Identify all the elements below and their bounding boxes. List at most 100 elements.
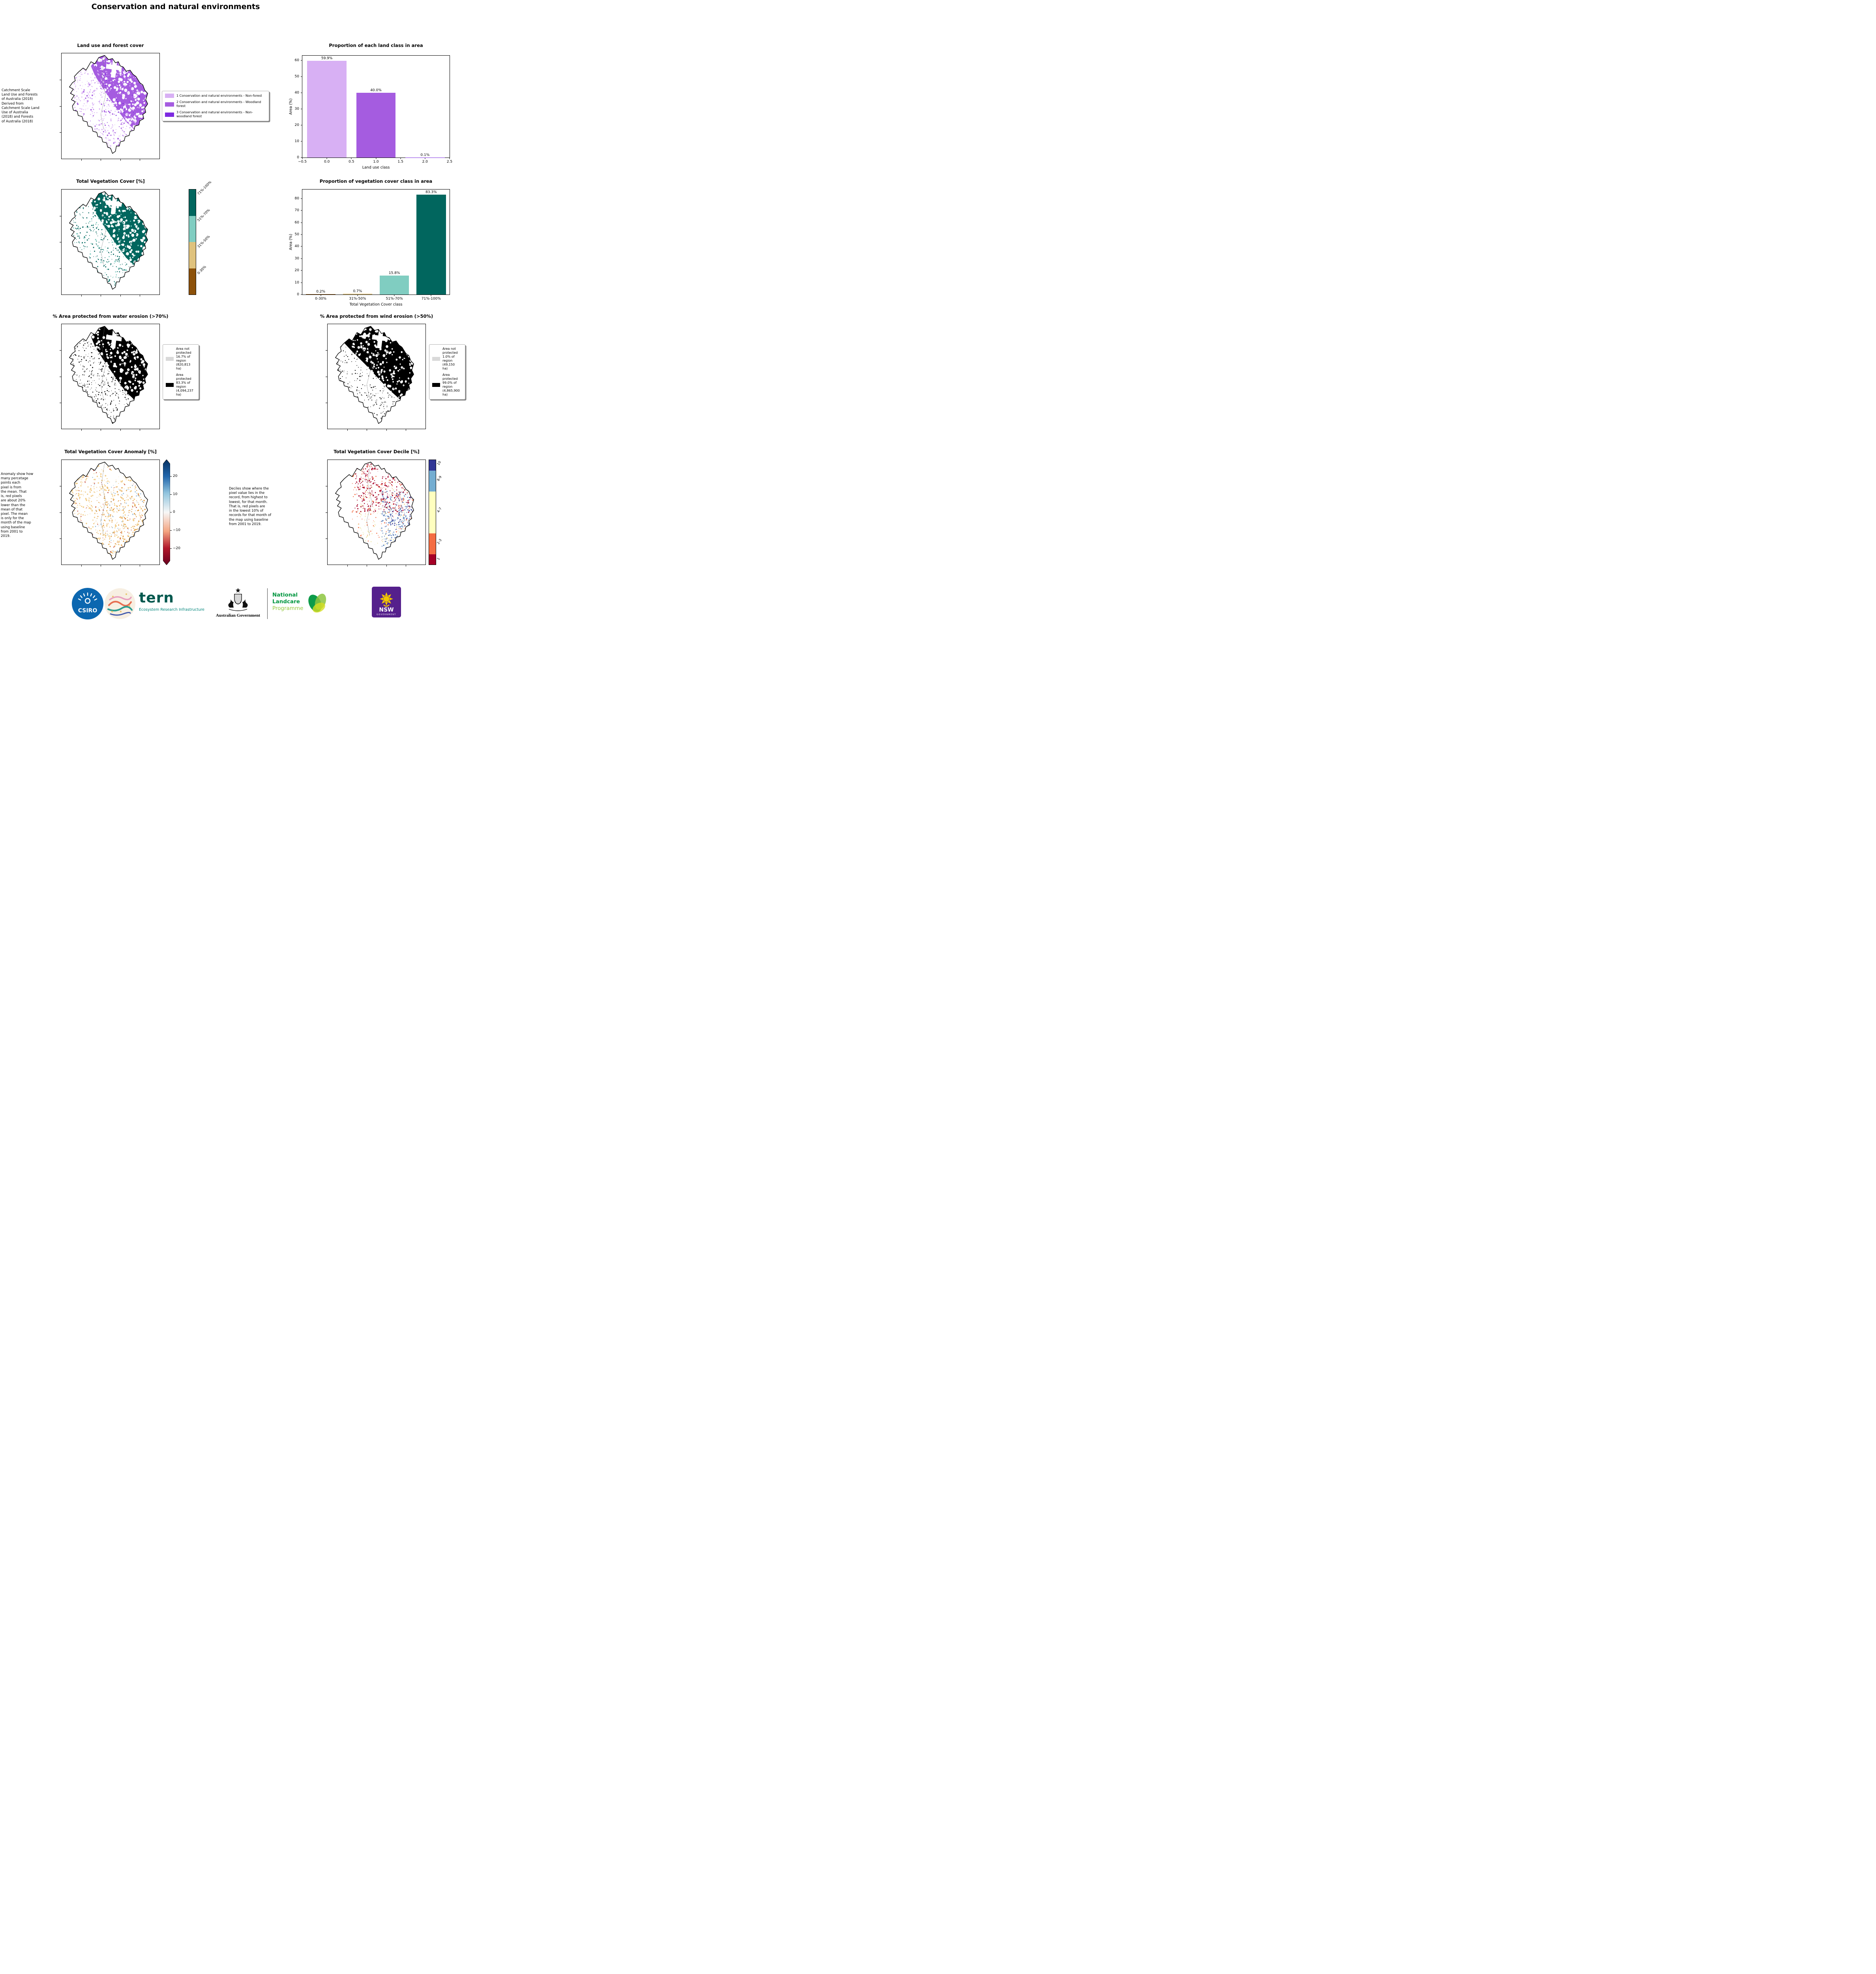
y-tick-mark [301, 282, 302, 283]
no-data-cutout [372, 328, 388, 349]
land-use-legend: 1 Conservation and natural environments … [162, 91, 269, 121]
artwork-dots [111, 593, 130, 612]
y-tick-mark [301, 222, 302, 223]
wind-erosion-legend: Area not protected 1.0% of region (49,15… [429, 344, 465, 400]
bar-value-label: 83.3% [425, 190, 437, 194]
x-tick-label: 0.0 [324, 160, 330, 164]
y-tick-mark [301, 210, 302, 211]
artwork-squiggles [107, 596, 133, 616]
map-axis-tick [81, 295, 82, 296]
y-tick-label: 0 [297, 293, 299, 296]
legend-swatch-protected [166, 383, 174, 387]
bar-value-label: 59.9% [321, 56, 333, 60]
land-use-map-title: Land use and forest cover [77, 43, 144, 48]
legend-entry: 3 Conservation and natural environments … [165, 111, 266, 118]
legend-entry: Area protected 83.3% of region (4,094,23… [166, 373, 196, 397]
decile-colorbar: 10 8-9 4-7 2-3 1 [429, 460, 443, 565]
decile-map [326, 460, 426, 567]
no-data-cutout [106, 193, 122, 214]
legend-label: Area not protected 1.0% of region (49,15… [442, 347, 458, 370]
y-tick-mark [301, 198, 302, 199]
colorbar-tick-label: −10 [173, 528, 180, 532]
map-canvas [69, 191, 148, 290]
y-tick-label: 10 [294, 280, 299, 285]
colorbar-label: 10 [436, 460, 442, 466]
map-fill-layers [352, 462, 414, 549]
map-axis-tick [81, 565, 82, 567]
wind-erosion-map [326, 324, 426, 431]
colorbar-label: 0-30% [197, 265, 207, 276]
colorbar-label: 51%-70% [197, 208, 211, 223]
bar [307, 60, 347, 158]
x-tick-mark [351, 158, 352, 159]
map-fill-layers [70, 326, 148, 424]
map-axis-tick [120, 295, 121, 296]
veg-class-chart-ylabel: Area (%) [289, 234, 293, 250]
legend-label: 2 Conservation and natural environments … [176, 100, 261, 108]
legend-label: Area not protected 16.7% of region (820,… [176, 347, 191, 370]
colorbar-segment [189, 242, 196, 268]
map-axis-tick [120, 429, 121, 431]
x-tick-label: 2.5 [446, 160, 453, 164]
catchment-boundary [69, 191, 148, 290]
colorbar-tick-mark [170, 494, 172, 495]
y-tick-label: 30 [294, 107, 299, 111]
y-tick-label: 20 [294, 268, 299, 273]
legend-label: Area protected 83.3% of region (4,094,23… [176, 373, 193, 396]
legend-swatch-nonwoodland [165, 112, 174, 117]
bar-value-label: 15.8% [388, 271, 400, 275]
colorbar-tick-label: 10 [173, 492, 178, 496]
csiro-starburst-icon [78, 592, 97, 604]
australian-government-crest-icon [221, 587, 255, 612]
legend-entry: Area not protected 16.7% of region (820,… [166, 347, 196, 371]
nsw-government-logo: NSW GOVERNMENT [372, 587, 401, 617]
legend-label: 1 Conservation and natural environments … [176, 94, 262, 98]
report-page: Conservation and natural environments La… [0, 0, 469, 624]
nsw-label: NSW [379, 607, 394, 613]
sub-catchment-boundary [366, 462, 372, 535]
colorbar-tick-mark [170, 476, 172, 477]
water-erosion-legend: Area not protected 16.7% of region (820,… [163, 344, 199, 400]
x-tick-mark [394, 295, 395, 296]
veg-cover-map-title: Total Vegetation Cover [%] [76, 178, 145, 184]
no-data-cutout [106, 57, 122, 78]
y-tick-label: 20 [294, 123, 299, 128]
y-tick-label: 60 [294, 58, 299, 63]
anomaly-colorbar-gradient [163, 460, 170, 565]
landcare-line-3: Programme [272, 605, 304, 612]
wind-erosion-map-title: % Area protected from wind erosion (>50%… [320, 313, 433, 319]
map-canvas [335, 326, 414, 424]
x-tick-label: 71%-100% [421, 297, 441, 301]
waratah-icon [380, 592, 393, 606]
colorbar-segment [189, 190, 196, 216]
tern-name: tern [139, 590, 174, 606]
dense-class-region [344, 326, 414, 400]
y-tick-mark [301, 270, 302, 271]
nsw-sub-label: GOVERNMENT [377, 614, 396, 616]
map-axis-tick [60, 350, 61, 351]
anomaly-note: Anomaly show how many percetage points e… [1, 472, 34, 539]
land-use-map [60, 53, 160, 161]
bar [356, 93, 396, 158]
map-canvas [335, 462, 414, 560]
x-tick-label: 51%-70% [386, 297, 403, 301]
y-tick-mark [301, 141, 302, 142]
y-tick-mark [301, 125, 302, 126]
crest-scroll [229, 609, 247, 611]
land-class-chart-ylabel: Area (%) [289, 98, 293, 115]
colorbar-tick-label: 20 [173, 474, 178, 478]
bar-value-label: 40.0% [370, 88, 382, 93]
land-class-chart-title: Proportion of each land class in area [329, 43, 423, 48]
colorbar-tick-mark [170, 530, 172, 531]
map-axis-tick [60, 106, 61, 107]
x-tick-mark [320, 295, 321, 296]
bar [343, 293, 373, 295]
catchment-boundary [69, 462, 148, 560]
y-tick-label: 80 [294, 196, 299, 201]
x-tick-label: 1.5 [397, 160, 403, 164]
decile-map-title: Total Vegetation Cover Decile [%] [334, 449, 420, 454]
sub-catchment-boundary [100, 462, 106, 535]
y-tick-label: 40 [294, 244, 299, 249]
legend-entry: Area protected 99.0% of region (4,865,90… [432, 373, 462, 397]
map-canvas [69, 326, 148, 424]
